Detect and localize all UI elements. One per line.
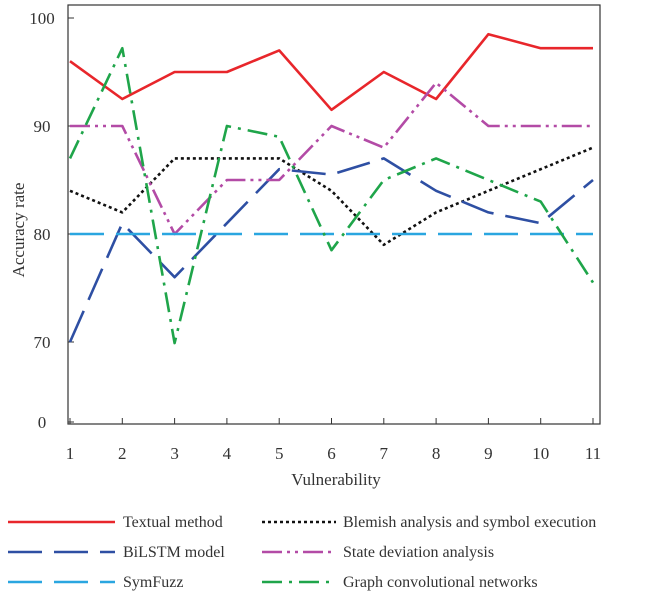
x-tick-label: 7 (380, 444, 389, 463)
x-axis-title: Vulnerability (291, 470, 381, 489)
x-tick-label: 11 (585, 444, 601, 463)
x-tick-label: 10 (532, 444, 549, 463)
series-lines (68, 32, 595, 345)
y-tick-label: 80 (34, 225, 51, 244)
series-line (69, 32, 593, 112)
plot-frame (67, 4, 601, 425)
legend-label: Blemish analysis and symbol execution (343, 514, 596, 531)
legend-label: SymFuzz (123, 574, 183, 591)
legend-label: State deviation analysis (343, 544, 494, 561)
y-tick-label: 90 (34, 117, 51, 136)
y-axis-ticks: 0 70 80 90 100 (29, 9, 74, 432)
series-line (69, 146, 594, 247)
x-tick-label: 1 (66, 444, 75, 463)
x-tick-label: 5 (275, 444, 284, 463)
y-tick-label: 0 (38, 413, 47, 432)
series-line (68, 46, 595, 345)
legend: Textual method Blemish analysis and symbo… (8, 514, 596, 591)
series-line (70, 81, 593, 236)
x-tick-label: 2 (118, 444, 127, 463)
y-tick-label: 100 (29, 9, 55, 28)
plot-border (67, 4, 601, 425)
legend-label: Graph convolutional networks (343, 574, 538, 591)
x-tick-label: 6 (327, 444, 336, 463)
x-tick-label: 3 (170, 444, 179, 463)
legend-label: BiLSTM model (123, 544, 225, 561)
series-line (68, 157, 594, 343)
x-axis-ticks: 1 2 3 4 5 6 7 8 9 10 11 (66, 418, 601, 463)
x-tick-label: 8 (432, 444, 441, 463)
x-tick-label: 9 (484, 444, 493, 463)
y-axis-title: Accuracy rate (9, 183, 28, 278)
y-tick-label: 70 (34, 333, 51, 352)
x-tick-label: 4 (223, 444, 232, 463)
legend-label: Textual method (123, 514, 223, 531)
